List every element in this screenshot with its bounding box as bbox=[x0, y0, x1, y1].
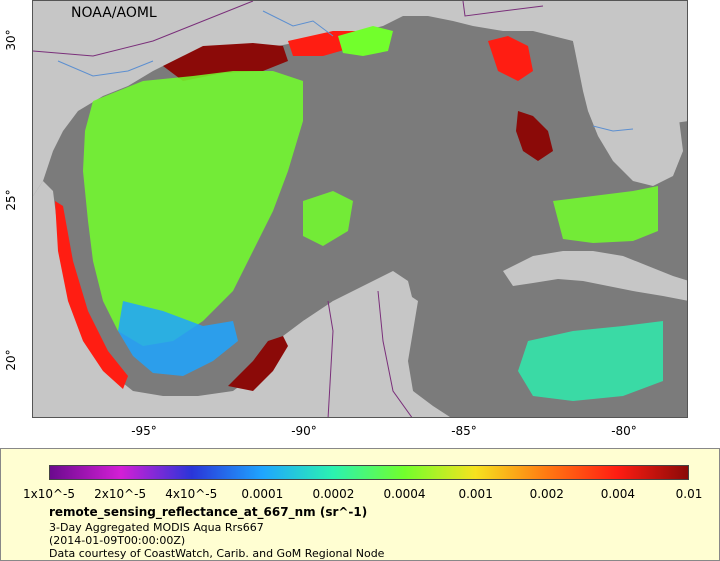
legend-date-line: (2014-01-09T00:00:00Z) bbox=[49, 534, 186, 547]
land-florida bbox=[573, 26, 683, 186]
reflectance-patch-caribbean bbox=[518, 321, 663, 401]
coastal-band-bigbend bbox=[488, 36, 533, 81]
river-line-1 bbox=[57, 60, 154, 77]
coastal-band-texas bbox=[163, 43, 288, 81]
land-cuba bbox=[503, 251, 687, 301]
x-tick-label: -85° bbox=[451, 424, 477, 438]
colorbar-tick-label: 0.004 bbox=[600, 487, 636, 501]
legend-panel: 1x10^-5 2x10^-5 4x10^-5 0.0001 0.0002 0.0004 0… bbox=[0, 448, 720, 561]
map-frame[interactable]: NOAA/AOML bbox=[32, 0, 688, 418]
land-yucatan bbox=[303, 271, 441, 417]
reflectance-patch-florida-straits bbox=[553, 186, 658, 243]
colorbar-tick-label: 1x10^-5 bbox=[22, 487, 76, 501]
y-tick-label: 30° bbox=[4, 29, 18, 52]
colorbar-tick-label: 0.0002 bbox=[312, 487, 355, 501]
river-line-2 bbox=[262, 10, 334, 37]
colorbar-tick-label: 0.01 bbox=[675, 487, 703, 501]
colorbar-tick-label: 0.0004 bbox=[383, 487, 426, 501]
map-canvas bbox=[33, 1, 687, 417]
y-tick-label: 20° bbox=[4, 348, 18, 371]
map-watermark: NOAA/AOML bbox=[71, 5, 157, 21]
coastal-band-campeche bbox=[228, 336, 288, 391]
reflectance-patch-southwest bbox=[118, 301, 238, 376]
reflectance-patch-north-central bbox=[338, 26, 393, 56]
colorbar-tick-label: 0.001 bbox=[458, 487, 493, 501]
river-line-3 bbox=[592, 125, 634, 132]
x-tick-label: -90° bbox=[291, 424, 317, 438]
reflectance-patch-west-gulf bbox=[83, 71, 303, 346]
legend-title: remote_sensing_reflectance_at_667_nm (sr… bbox=[49, 505, 368, 519]
colorbar-tick-label: 0.0001 bbox=[241, 487, 284, 501]
reflectance-patch-east-gulf bbox=[303, 191, 353, 246]
colorbar-tick-label: 4x10^-5 bbox=[165, 487, 218, 501]
coastal-band-florida bbox=[516, 111, 553, 161]
border-line-yucatan bbox=[377, 290, 413, 417]
colorbar-tick-label: 2x10^-5 bbox=[94, 487, 147, 501]
border-line-texas bbox=[33, 1, 254, 57]
legend-credit-line: Data courtesy of CoastWatch, Carib. and … bbox=[49, 547, 385, 560]
x-tick-label: -95° bbox=[131, 424, 157, 438]
colorbar-tick-label: 0.002 bbox=[529, 487, 564, 501]
coastal-band-west bbox=[55, 201, 128, 389]
border-line-mexico bbox=[327, 300, 334, 417]
colorbar bbox=[49, 465, 689, 480]
y-tick-label: 25° bbox=[4, 189, 18, 211]
x-tick-label: -80° bbox=[611, 424, 637, 438]
legend-product-line: 3-Day Aggregated MODIS Aqua Rrs667 bbox=[49, 521, 264, 534]
border-line-north bbox=[462, 1, 544, 17]
